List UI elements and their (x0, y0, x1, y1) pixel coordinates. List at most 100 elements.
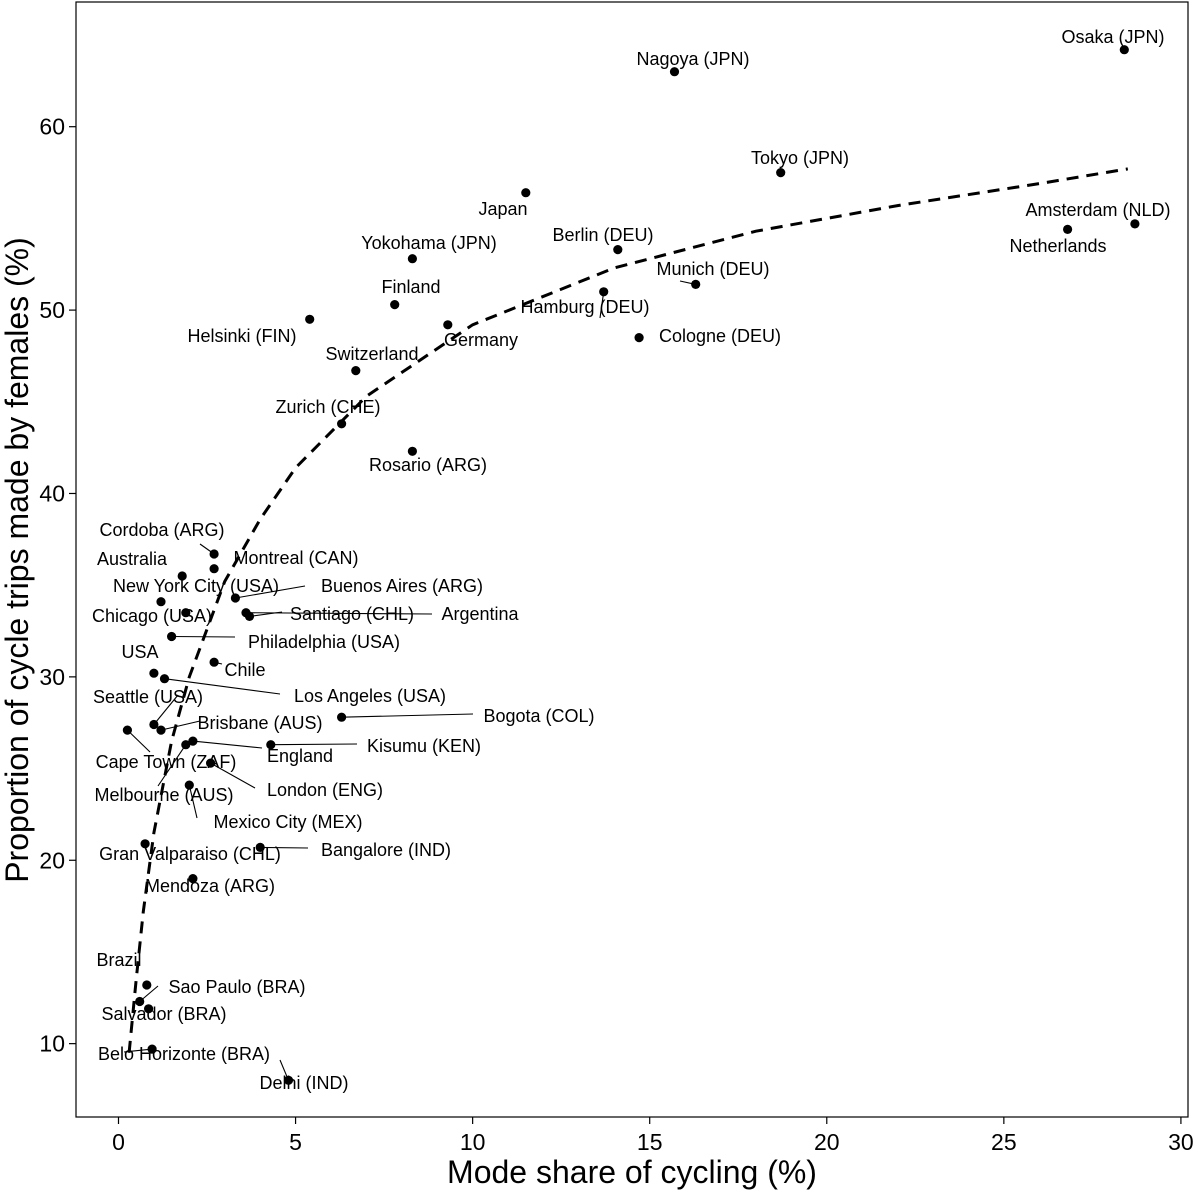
label-mendoza-arg: Mendoza (ARG) (145, 876, 275, 896)
point-cordoba-arg (209, 549, 219, 559)
point-salvador-bra (144, 1004, 154, 1014)
point-switzerland (351, 366, 361, 376)
label-delhi-ind: Delhi (IND) (259, 1073, 348, 1093)
x-tick-label: 20 (814, 1129, 840, 1155)
label-zurich-che: Zurich (CHE) (275, 397, 380, 417)
point-montreal-can (209, 564, 219, 574)
label-cologne-deu: Cologne (DEU) (659, 326, 781, 346)
point-belo-horizonte-bra (147, 1044, 157, 1054)
point-philadelphia-usa (167, 631, 177, 642)
label-buenos-aires-arg: Buenos Aires (ARG) (321, 576, 483, 596)
point-chicago-usa (181, 608, 191, 618)
label-brazil: Brazil (96, 950, 141, 970)
y-axis-title: Proportion of cycle trips made by female… (0, 237, 35, 883)
point-usa (149, 668, 159, 678)
point-gran-valparaiso-chl (140, 839, 150, 849)
point-japan (521, 188, 531, 198)
y-tick-label: 60 (39, 114, 65, 140)
point-berlin-deu (613, 245, 623, 255)
label-cordoba-arg: Cordoba (ARG) (99, 520, 224, 540)
label-australia: Australia (97, 549, 168, 569)
label-amsterdam-nld: Amsterdam (NLD) (1025, 200, 1170, 220)
label-netherlands: Netherlands (1009, 236, 1106, 256)
point-delhi-ind (283, 1075, 294, 1085)
leader-cape-town-zaf (127, 729, 151, 753)
point-chile (209, 657, 219, 667)
point-cape-town-zaf (122, 725, 132, 735)
point-australia (177, 571, 187, 581)
point-cologne-deu (634, 333, 644, 343)
leader-london-eng (210, 762, 256, 789)
point-yokohama-jpn (407, 254, 417, 264)
label-bangalore-ind: Bangalore (IND) (321, 840, 451, 860)
point-seattle-usa (149, 719, 159, 730)
leader-kisumu-ken (270, 743, 358, 746)
point-mexico-city-mex (184, 780, 194, 790)
point-munich-deu (691, 279, 701, 289)
leader-buenos-aires-arg (235, 585, 306, 599)
point-los-angeles-usa (159, 674, 170, 684)
point-netherlands (1063, 224, 1073, 234)
leader-brisbane-aus (160, 720, 201, 731)
leader-lines (123, 280, 696, 1081)
label-melbourne-aus: Melbourne (AUS) (94, 785, 233, 805)
label-brisbane-aus: Brisbane (AUS) (197, 713, 322, 733)
point-labels: Osaka (JPN) Nagoya (JPN) Tokyo (JPN) Japan A… (92, 27, 1171, 1093)
point-bangalore-ind (255, 842, 265, 853)
leader-los-angeles-usa (164, 678, 281, 695)
label-argentina: Argentina (441, 604, 519, 624)
point-amsterdam-nld (1130, 219, 1140, 229)
label-chile: Chile (224, 660, 265, 680)
point-germany (443, 320, 453, 330)
point-london-eng (206, 758, 216, 768)
point-kisumu-ken (266, 740, 276, 750)
y-tick-label: 40 (39, 480, 65, 506)
label-salvador-bra: Salvador (BRA) (101, 1004, 226, 1024)
label-munich-deu: Munich (DEU) (656, 259, 769, 279)
point-osaka-jpn (1119, 45, 1129, 55)
label-japan: Japan (478, 199, 527, 219)
label-tokyo-jpn: Tokyo (JPN) (751, 148, 849, 168)
leader-belo-horizonte-bra (123, 1048, 153, 1053)
label-montreal-can: Montreal (CAN) (233, 548, 358, 568)
point-helsinki-fin (305, 314, 315, 324)
label-switzerland: Switzerland (325, 344, 418, 364)
point-new-york-city-usa (156, 597, 166, 607)
x-tick-label: 10 (460, 1129, 486, 1155)
point-mendoza-arg (188, 874, 198, 884)
label-los-angeles-usa: Los Angeles (USA) (294, 686, 446, 706)
label-new-york-city-usa: New York City (USA) (113, 576, 279, 596)
label-belo-horizonte-bra: Belo Horizonte (BRA) (98, 1044, 270, 1064)
point-brazil (142, 980, 152, 990)
point-sao-paulo-bra (135, 996, 145, 1007)
point-finland (390, 300, 400, 310)
point-rosario-arg (407, 446, 417, 456)
label-usa: USA (121, 642, 158, 662)
label-mexico-city-mex: Mexico City (MEX) (213, 812, 362, 832)
leader-philadelphia-usa (171, 635, 236, 638)
trend-line (127, 167, 1129, 1053)
trend-layer (127, 167, 1129, 1053)
label-england: England (267, 746, 333, 766)
y-tick-label: 20 (39, 847, 65, 873)
label-germany: Germany (444, 330, 518, 350)
leader-bangalore-ind (260, 846, 309, 849)
label-chicago-usa: Chicago (USA) (92, 606, 212, 626)
label-hamburg-deu: Hamburg (DEU) (520, 297, 649, 317)
label-gran-valparaiso-chl: Gran Valparaiso (CHL) (99, 844, 281, 864)
leader-mexico-city-mex (188, 784, 198, 819)
y-tick-label: 50 (39, 297, 65, 323)
label-osaka-jpn: Osaka (JPN) (1061, 27, 1164, 47)
x-tick-label: 0 (112, 1129, 125, 1155)
label-helsinki-fin: Helsinki (FIN) (187, 326, 296, 346)
label-santiago-chl: Santiago (CHL) (290, 604, 414, 624)
label-kisumu-ken: Kisumu (KEN) (367, 736, 481, 756)
label-seattle-usa: Seattle (USA) (93, 687, 203, 707)
x-tick-label: 5 (289, 1129, 302, 1155)
point-england (188, 736, 198, 746)
data-points (122, 45, 1140, 1085)
label-cape-town-zaf: Cape Town (ZAF) (96, 752, 237, 772)
x-tick-label: 30 (1168, 1129, 1194, 1155)
leader-seattle-usa (153, 694, 179, 725)
